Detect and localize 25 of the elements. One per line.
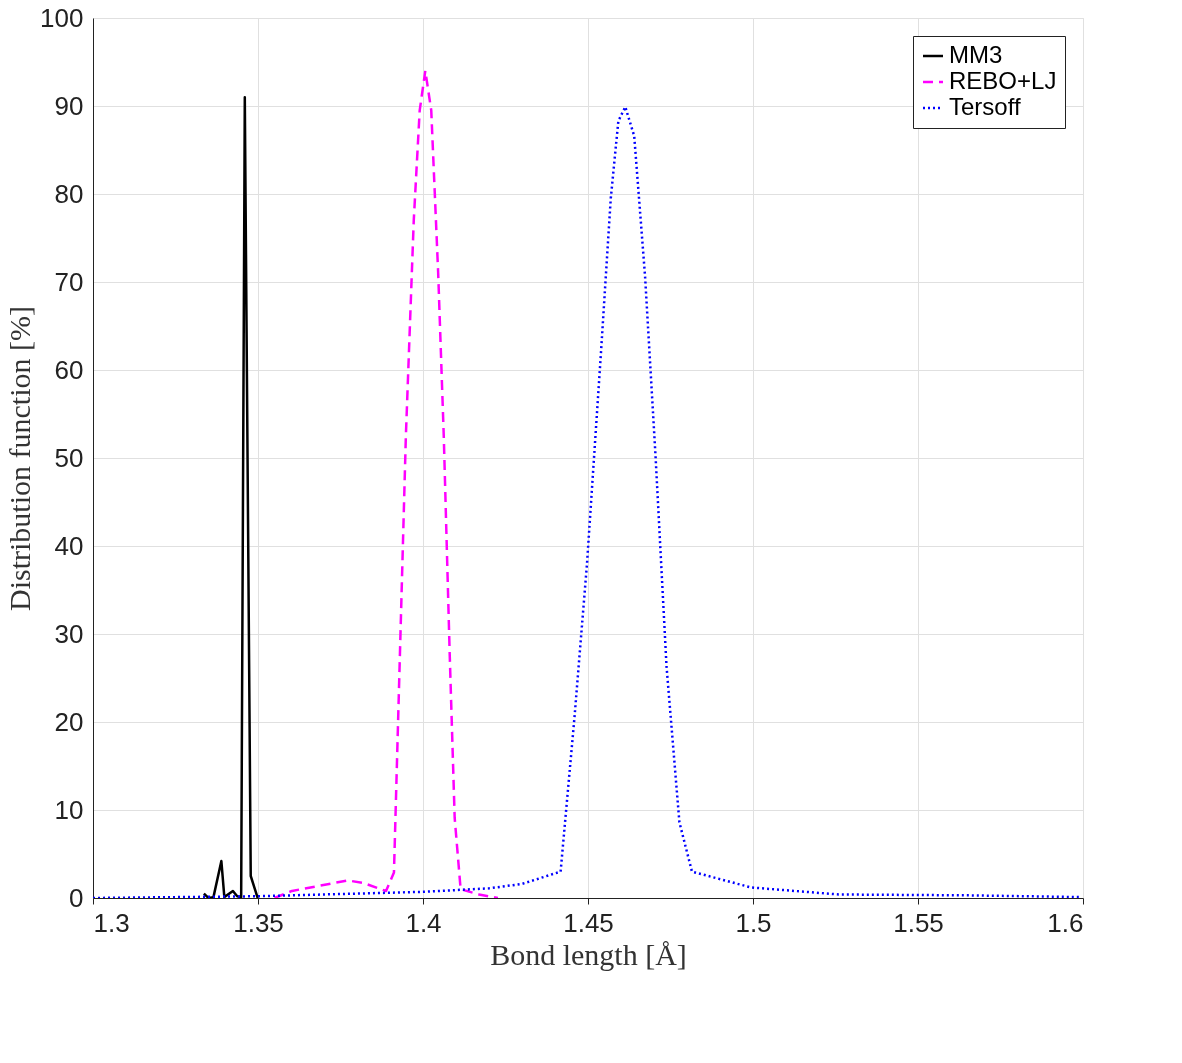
y-tick-label: 70 — [54, 266, 84, 297]
x-tick-label: 1.4 — [405, 907, 442, 938]
line-series — [202, 95, 259, 898]
x-tick-label: 1.3 — [93, 907, 130, 938]
x-tick-label: 1.45 — [563, 907, 614, 938]
y-tick-label: 50 — [54, 442, 84, 473]
y-tick-label: 40 — [54, 530, 84, 561]
y-tick-label: 30 — [54, 618, 84, 649]
legend-label: MM3 — [949, 41, 1003, 68]
y-tick-label: 0 — [69, 882, 84, 913]
y-tick-label: 10 — [54, 794, 84, 825]
y-tick-label: 80 — [54, 178, 84, 209]
x-tick-label: 1.55 — [893, 907, 944, 938]
x-tick-label: 1.6 — [1047, 907, 1084, 938]
legend-label: Tersoff — [949, 93, 1021, 120]
x-tick-label: 1.5 — [735, 907, 772, 938]
y-tick-label: 60 — [54, 354, 84, 385]
x-tick-label: 1.35 — [233, 907, 284, 938]
legend-label: REBO+LJ — [949, 67, 1057, 94]
y-tick-label: 90 — [54, 90, 84, 121]
line-series — [273, 69, 500, 898]
x-axis-title: Bond length [Å] — [490, 937, 687, 971]
y-tick-label: 100 — [40, 2, 84, 33]
y-axis-title: Distribution function [%] — [3, 306, 37, 611]
y-tick-label: 20 — [54, 706, 84, 737]
